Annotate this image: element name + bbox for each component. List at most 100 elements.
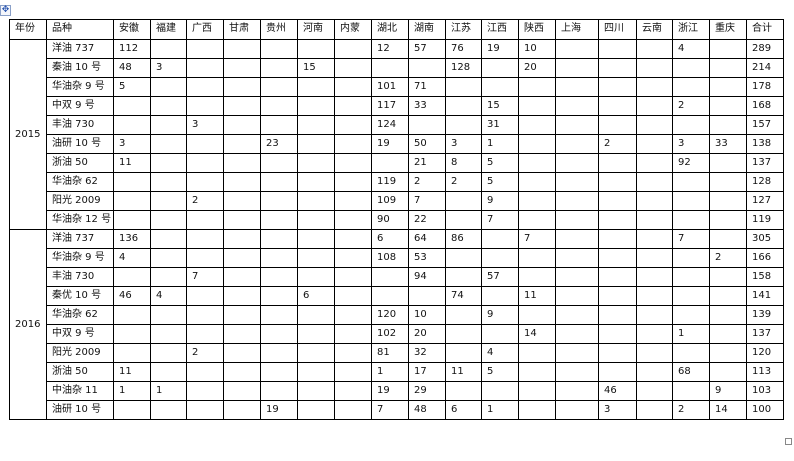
value-cell: 33 [408, 96, 446, 116]
value-cell: 120 [371, 305, 409, 325]
value-cell [260, 191, 298, 211]
value-cell [150, 153, 187, 173]
value-cell [555, 267, 599, 287]
value-cell [150, 172, 187, 192]
value-cell [334, 134, 372, 154]
value-cell: 6 [445, 400, 482, 420]
variety-cell: 阳光 2009 [46, 191, 114, 211]
value-cell: 136 [113, 229, 151, 249]
column-header: 湖北 [371, 19, 409, 40]
value-cell [672, 210, 710, 230]
table-row: 中双 9 号 102 20 14 1 137 [10, 324, 784, 344]
value-cell: 7 [672, 229, 710, 249]
value-cell: 10 [408, 305, 446, 325]
value-cell [636, 343, 673, 363]
variety-cell: 浙油 50 [46, 153, 114, 173]
value-cell [150, 248, 187, 268]
value-cell: 20 [518, 58, 556, 78]
value-cell [223, 153, 261, 173]
table-row: 2016 洋油 737 136 6 64 86 7 7 305 [9, 229, 784, 420]
table-move-handle-icon[interactable]: ✥ [0, 5, 11, 16]
value-cell [636, 248, 673, 268]
value-cell [186, 305, 224, 325]
value-cell [297, 362, 335, 382]
column-header: 陕西 [518, 19, 556, 40]
value-cell [260, 210, 298, 230]
value-cell [598, 324, 637, 344]
value-cell: 2 [445, 172, 482, 192]
value-cell [113, 400, 151, 420]
value-cell: 1 [150, 381, 187, 401]
value-cell [555, 210, 599, 230]
value-cell [555, 381, 599, 401]
value-cell [518, 248, 556, 268]
value-cell [481, 286, 519, 306]
variety-cell: 华油杂 12 号 [46, 210, 114, 230]
value-cell [445, 210, 482, 230]
value-cell [709, 77, 747, 97]
variety-cell: 洋油 737 [46, 39, 114, 59]
data-table: 年份 品种 安徽 福建 广西 甘肃 贵州 河南 内蒙 湖北 湖南 江苏 江西 陕西 上海 四川 云南 浙江 重庆 合计… [9, 19, 784, 420]
value-cell [223, 381, 261, 401]
value-cell: 46 [113, 286, 151, 306]
column-header: 广西 [186, 19, 224, 40]
variety-cell: 油研 10 号 [46, 134, 114, 154]
value-cell: 102 [371, 324, 409, 344]
value-cell [186, 153, 224, 173]
value-cell [260, 58, 298, 78]
value-cell [150, 267, 187, 287]
value-cell [555, 77, 599, 97]
value-cell: 6 [371, 229, 409, 249]
value-cell: 101 [371, 77, 409, 97]
value-cell [709, 96, 747, 116]
value-cell: 3 [113, 134, 151, 154]
value-cell [636, 324, 673, 344]
value-cell [113, 267, 151, 287]
value-cell: 68 [672, 362, 710, 382]
header-row: 年份 品种 安徽 福建 广西 甘肃 贵州 河南 内蒙 湖北 湖南 江苏 江西 陕西 上海 四川 云南 浙江 重庆 合计 [9, 19, 784, 40]
value-cell: 3 [150, 58, 187, 78]
value-cell [518, 77, 556, 97]
value-cell [555, 58, 599, 78]
value-cell [598, 191, 637, 211]
value-cell [518, 134, 556, 154]
value-cell: 1 [672, 324, 710, 344]
value-cell: 1 [481, 134, 519, 154]
value-cell [709, 267, 747, 287]
value-cell [334, 77, 372, 97]
value-cell [223, 39, 261, 59]
total-cell: 113 [746, 362, 784, 382]
value-cell [334, 400, 372, 420]
value-cell [223, 286, 261, 306]
value-cell [518, 153, 556, 173]
value-cell: 117 [371, 96, 409, 116]
column-header: 贵州 [260, 19, 298, 40]
value-cell: 11 [113, 362, 151, 382]
value-cell: 4 [113, 248, 151, 268]
value-cell [334, 153, 372, 173]
value-cell [445, 343, 482, 363]
value-cell [150, 77, 187, 97]
table-row: 油研 10 号 19 7 48 6 1 3 2 14 100 [10, 400, 784, 420]
value-cell: 2 [408, 172, 446, 192]
value-cell [260, 248, 298, 268]
value-cell [598, 153, 637, 173]
variety-cell: 洋油 737 [46, 229, 114, 249]
value-cell [445, 115, 482, 135]
value-cell [555, 248, 599, 268]
value-cell [709, 229, 747, 249]
table-row: 丰油 730 7 94 57 158 [10, 267, 784, 287]
value-cell [223, 400, 261, 420]
value-cell [598, 362, 637, 382]
value-cell: 2 [709, 248, 747, 268]
value-cell [636, 172, 673, 192]
value-cell [598, 39, 637, 59]
value-cell [150, 115, 187, 135]
value-cell [636, 229, 673, 249]
value-cell: 2 [598, 134, 637, 154]
value-cell [371, 153, 409, 173]
value-cell: 1 [113, 381, 151, 401]
value-cell [260, 343, 298, 363]
table-resize-handle[interactable] [785, 438, 792, 445]
value-cell [518, 96, 556, 116]
